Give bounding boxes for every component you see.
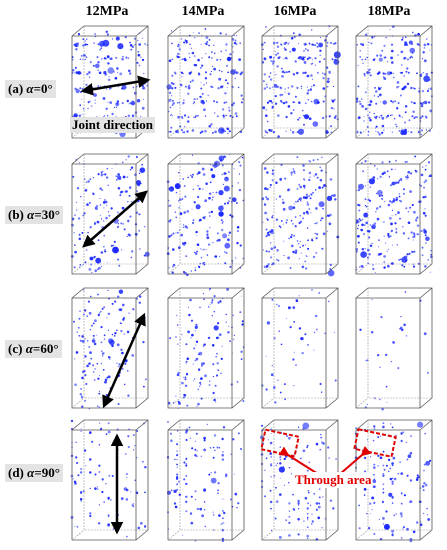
joint-direction-label: Joint direction bbox=[70, 117, 156, 133]
specimen-box-outline bbox=[261, 25, 339, 139]
specimen-box-back-edges bbox=[355, 288, 432, 409]
through-area-label: Through area bbox=[294, 472, 373, 488]
specimen-box-back-edges bbox=[167, 154, 244, 275]
specimen-box-back-edges bbox=[167, 26, 244, 139]
specimen-c-18mpa bbox=[354, 286, 436, 412]
specimen-box-back-edges bbox=[71, 288, 148, 409]
specimen-box-outline bbox=[167, 419, 245, 541]
column-header-18mpa: 18MPa bbox=[367, 4, 411, 19]
specimen-box-outline bbox=[355, 25, 433, 139]
specimen-box-back-edges bbox=[261, 288, 338, 409]
specimen-box-outline bbox=[261, 153, 339, 275]
specimen-box-back-edges bbox=[71, 154, 148, 275]
crack-point-cloud bbox=[261, 156, 340, 277]
specimen-a-14mpa bbox=[166, 24, 248, 142]
crack-point-cloud bbox=[261, 289, 337, 404]
row-label-d: (d) α=90° bbox=[5, 464, 63, 482]
crack-point-cloud bbox=[261, 25, 341, 138]
specimen-b-18mpa bbox=[354, 152, 436, 278]
row-label-b: (b) α=30° bbox=[5, 206, 63, 224]
column-header-14mpa: 14MPa bbox=[181, 4, 225, 19]
specimen-box-back-edges bbox=[355, 154, 432, 275]
specimen-b-14mpa bbox=[166, 152, 248, 278]
specimen-a-16mpa bbox=[260, 24, 342, 142]
column-header-16mpa: 16MPa bbox=[273, 4, 317, 19]
specimen-box-back-edges bbox=[167, 420, 244, 541]
specimen-box-back-edges bbox=[167, 288, 244, 409]
crack-point-cloud bbox=[70, 419, 147, 538]
specimen-b-12mpa bbox=[70, 152, 152, 278]
specimen-c-12mpa bbox=[70, 286, 152, 412]
crack-point-cloud bbox=[355, 25, 433, 136]
row-label-c: (c) α=60° bbox=[5, 340, 62, 358]
specimen-box-back-edges bbox=[261, 154, 338, 275]
specimen-a-18mpa bbox=[354, 24, 436, 142]
row-label-a: (a) α=0° bbox=[5, 80, 56, 98]
specimen-box-outline bbox=[71, 153, 149, 275]
specimen-box-outline bbox=[71, 287, 149, 409]
specimen-d-12mpa bbox=[70, 418, 152, 544]
specimen-box-outline bbox=[71, 419, 149, 541]
specimen-box-outline bbox=[261, 419, 339, 541]
specimen-box-back-edges bbox=[261, 26, 338, 139]
specimen-box-outline bbox=[167, 25, 245, 139]
specimen-box-outline bbox=[355, 287, 433, 409]
specimen-c-16mpa bbox=[260, 286, 342, 412]
crack-point-cloud bbox=[355, 155, 433, 274]
column-header-12mpa: 12MPa bbox=[85, 4, 129, 19]
specimen-c-14mpa bbox=[166, 286, 248, 412]
crack-point-cloud bbox=[166, 421, 243, 543]
specimen-box-outline bbox=[355, 153, 433, 275]
specimen-box-outline bbox=[167, 153, 245, 275]
specimen-box-outline bbox=[261, 287, 339, 409]
specimen-box-outline bbox=[167, 287, 245, 409]
specimen-box-outline bbox=[355, 419, 433, 541]
crack-point-cloud bbox=[70, 155, 150, 274]
crack-point-cloud bbox=[166, 154, 245, 277]
crack-point-cloud bbox=[167, 287, 245, 409]
crack-point-cloud bbox=[359, 291, 429, 411]
specimen-box-back-edges bbox=[355, 26, 432, 139]
specimen-d-14mpa bbox=[166, 418, 248, 544]
specimen-box-back-edges bbox=[71, 420, 148, 541]
specimen-b-16mpa bbox=[260, 152, 342, 278]
